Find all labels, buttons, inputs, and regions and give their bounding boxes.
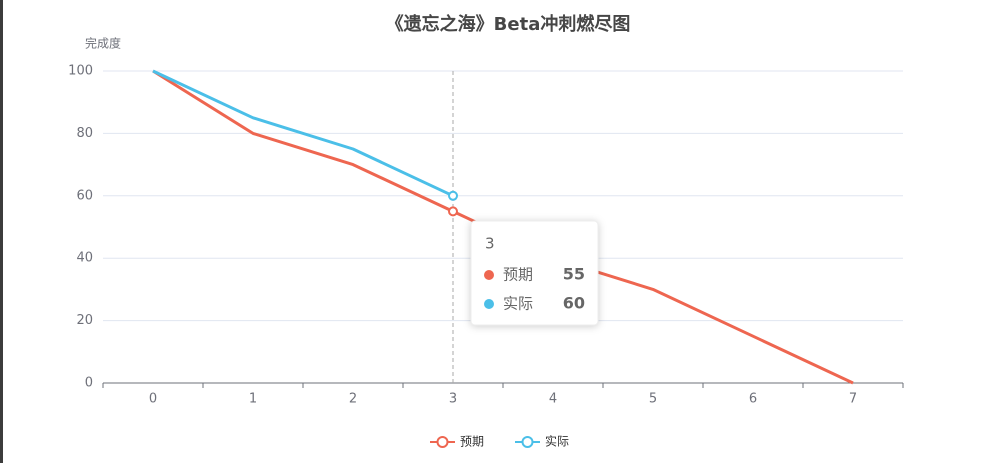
x-tick-label: 1 [249, 392, 257, 407]
series-line [152, 69, 454, 198]
chart-title: 《遗忘之海》Beta冲刺燃尽图 [386, 13, 631, 35]
tooltip [470, 220, 599, 326]
y-tick-label: 20 [76, 313, 93, 328]
tooltip-name: 实际 [503, 295, 533, 313]
y-tick-label: 60 [76, 188, 93, 203]
x-tick-label: 5 [649, 392, 657, 407]
x-tick-label: 2 [349, 392, 357, 407]
x-tick-label: 0 [149, 392, 157, 407]
edge [0, 0, 3, 463]
tooltip-dot [484, 299, 494, 309]
legend-icon [436, 436, 449, 448]
legend-icon [521, 436, 534, 448]
y-tick-label: 40 [76, 251, 93, 266]
legend-label: 预期 [460, 435, 484, 449]
tooltip-dot [484, 270, 494, 280]
hover-point [448, 206, 458, 217]
hover-point [448, 190, 458, 201]
y-tick-label: 100 [68, 64, 93, 79]
legend-label: 实际 [545, 434, 569, 449]
y-axis-label: 完成度 [85, 36, 121, 51]
tooltip-value: 55 [563, 265, 585, 284]
x-tick-label: 4 [549, 392, 557, 407]
x-tick-label: 3 [449, 392, 457, 407]
tooltip-title: 3 [485, 235, 495, 253]
tooltip-name: 预期 [503, 266, 533, 284]
y-tick-label: 80 [76, 126, 93, 141]
x-tick-label: 7 [849, 392, 857, 407]
y-tick-label: 0 [85, 376, 93, 391]
x-tick-label: 6 [749, 392, 757, 407]
tooltip-value: 60 [563, 294, 585, 313]
